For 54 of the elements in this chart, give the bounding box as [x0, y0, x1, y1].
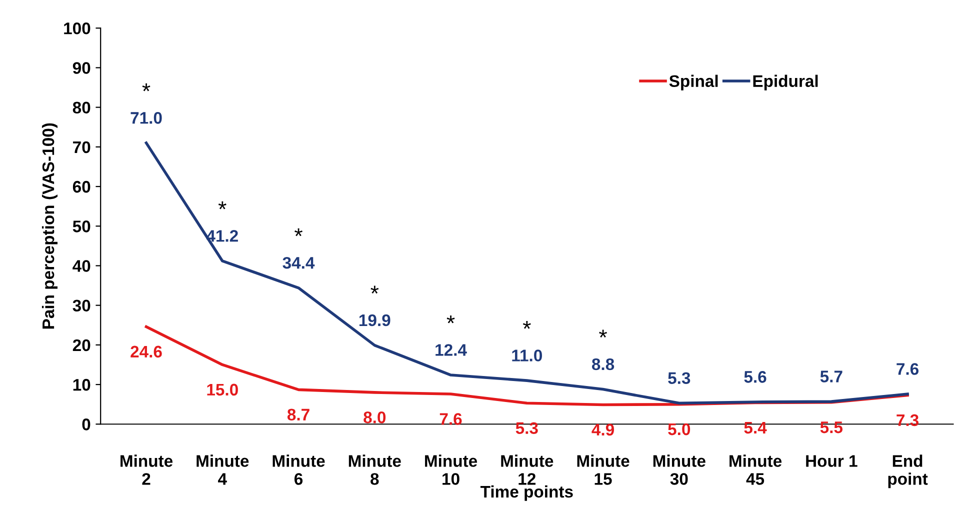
y-axis-title: Pain perception (VAS-100): [42, 123, 58, 329]
data-label: 5.3: [668, 372, 690, 384]
y-tick-label: 0: [82, 418, 90, 430]
data-label: 5.0: [668, 423, 690, 436]
data-label: 5.4: [744, 422, 767, 434]
annotation: *: [294, 228, 302, 236]
annotation: *: [599, 330, 608, 338]
legend-label: Epidural: [753, 74, 818, 90]
y-tick-label: 20: [72, 339, 90, 352]
data-label: 5.3: [516, 422, 538, 434]
data-label: 7.6: [440, 413, 462, 425]
data-label: 7.3: [896, 414, 919, 426]
data-label: 11.0: [512, 350, 542, 362]
annotation: *: [522, 321, 531, 329]
data-label: 8.0: [364, 412, 386, 424]
y-tick-label: 30: [72, 300, 90, 312]
data-label: 12.4: [436, 344, 467, 356]
annotation: *: [446, 315, 455, 324]
x-tick-label: Minute 2: [120, 454, 173, 485]
annotation: *: [370, 286, 379, 294]
legend-label: Spinal: [669, 74, 718, 90]
annotation: *: [142, 83, 150, 92]
data-label: 7.6: [896, 363, 919, 375]
data-label: 5.5: [820, 422, 843, 434]
data-label: 8.8: [592, 358, 614, 370]
x-tick-label: Minute 15: [577, 454, 630, 485]
x-tick-label: Minute 4: [196, 454, 249, 485]
x-tick-label: Hour 1: [806, 455, 858, 467]
x-tick-label: End point: [888, 454, 928, 488]
y-tick-label: 80: [72, 102, 90, 114]
data-label: 8.7: [287, 408, 310, 421]
y-tick-label: 10: [73, 378, 90, 391]
y-tick-label: 90: [72, 62, 90, 74]
x-tick-label: Minute 8: [348, 454, 401, 485]
annotation: *: [218, 201, 226, 210]
data-label: 19.9: [359, 314, 390, 326]
data-label: 71.0: [130, 112, 162, 124]
data-label: 4.9: [592, 424, 614, 436]
x-tick-label: Minute 12: [501, 454, 554, 485]
x-tick-label: Minute 45: [730, 454, 782, 485]
x-tick-label: Minute 30: [653, 454, 706, 485]
data-label: 15.0: [207, 384, 238, 396]
x-tick-label: Minute 6: [272, 454, 325, 485]
y-tick-label: 100: [64, 22, 90, 34]
y-tick-label: 50: [72, 220, 90, 232]
data-label: 5.6: [744, 371, 766, 383]
x-axis-title: Time points: [480, 485, 573, 501]
y-tick-label: 60: [72, 180, 90, 193]
data-label: 34.4: [282, 256, 315, 269]
data-label: 5.7: [820, 370, 842, 382]
data-label: 24.6: [130, 346, 162, 358]
x-tick-label: Minute 10: [425, 454, 478, 485]
y-tick-label: 70: [73, 141, 90, 154]
y-tick-label: 40: [72, 260, 90, 272]
